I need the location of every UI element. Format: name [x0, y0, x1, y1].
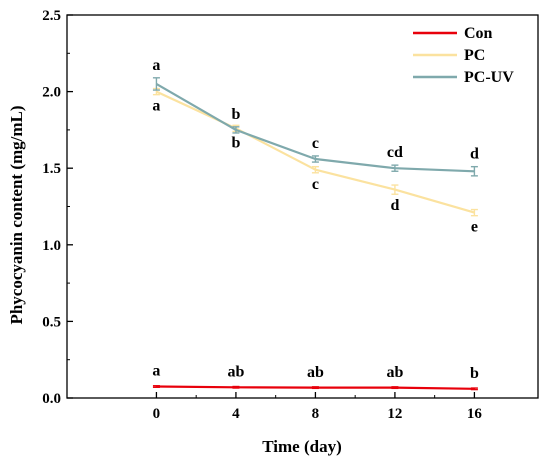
- y-tick-label: 1.0: [42, 238, 61, 254]
- sig-letter-pc: a: [152, 98, 160, 115]
- legend: Con PC PC-UV: [413, 25, 514, 86]
- y-axis-title: Phycocyanin content (mg/mL): [7, 105, 26, 324]
- legend-label-con: Con: [464, 25, 493, 42]
- sig-letter-con: ab: [386, 364, 403, 381]
- y-tick-label: 0.0: [42, 391, 61, 407]
- sig-letter-con: a: [152, 363, 160, 380]
- series-line-pc: [155, 90, 475, 214]
- sig-letter-con: b: [470, 365, 479, 382]
- sig-letter-pc: e: [471, 219, 478, 236]
- x-tick-label: 8: [312, 406, 320, 422]
- legend-label-pc: PC: [464, 47, 485, 64]
- sig-letter-pc: b: [231, 134, 240, 151]
- y-tick-label: 0.5: [42, 314, 61, 330]
- x-axis-title: Time (day): [262, 437, 342, 456]
- sig-letter-pc-uv: a: [152, 57, 160, 74]
- series-layer: [152, 77, 478, 391]
- sig-letter-pc: d: [390, 197, 399, 214]
- sig-letter-con: ab: [307, 364, 324, 381]
- y-tick-label: 2.5: [42, 8, 61, 24]
- sig-letter-pc-uv: c: [312, 135, 319, 152]
- x-tick-label: 16: [467, 406, 483, 422]
- x-tick-label: 12: [387, 406, 402, 422]
- y-tick-label: 1.5: [42, 161, 61, 177]
- sig-letter-pc-uv: b: [231, 106, 240, 123]
- sig-letter-pc: c: [312, 176, 319, 193]
- y-tick-label: 2.0: [42, 85, 61, 101]
- legend-label-pc-uv: PC-UV: [464, 69, 514, 86]
- sig-letter-con: ab: [227, 364, 244, 381]
- sig-letter-pc-uv: cd: [387, 144, 403, 161]
- plot-axes: 0.0 0.5 1.0 1.5 2.0 2.5 0 4 8 12 16: [42, 8, 539, 422]
- x-tick-label: 4: [232, 406, 240, 422]
- sig-letter-pc-uv: d: [470, 146, 479, 163]
- x-tick-label: 0: [153, 406, 161, 422]
